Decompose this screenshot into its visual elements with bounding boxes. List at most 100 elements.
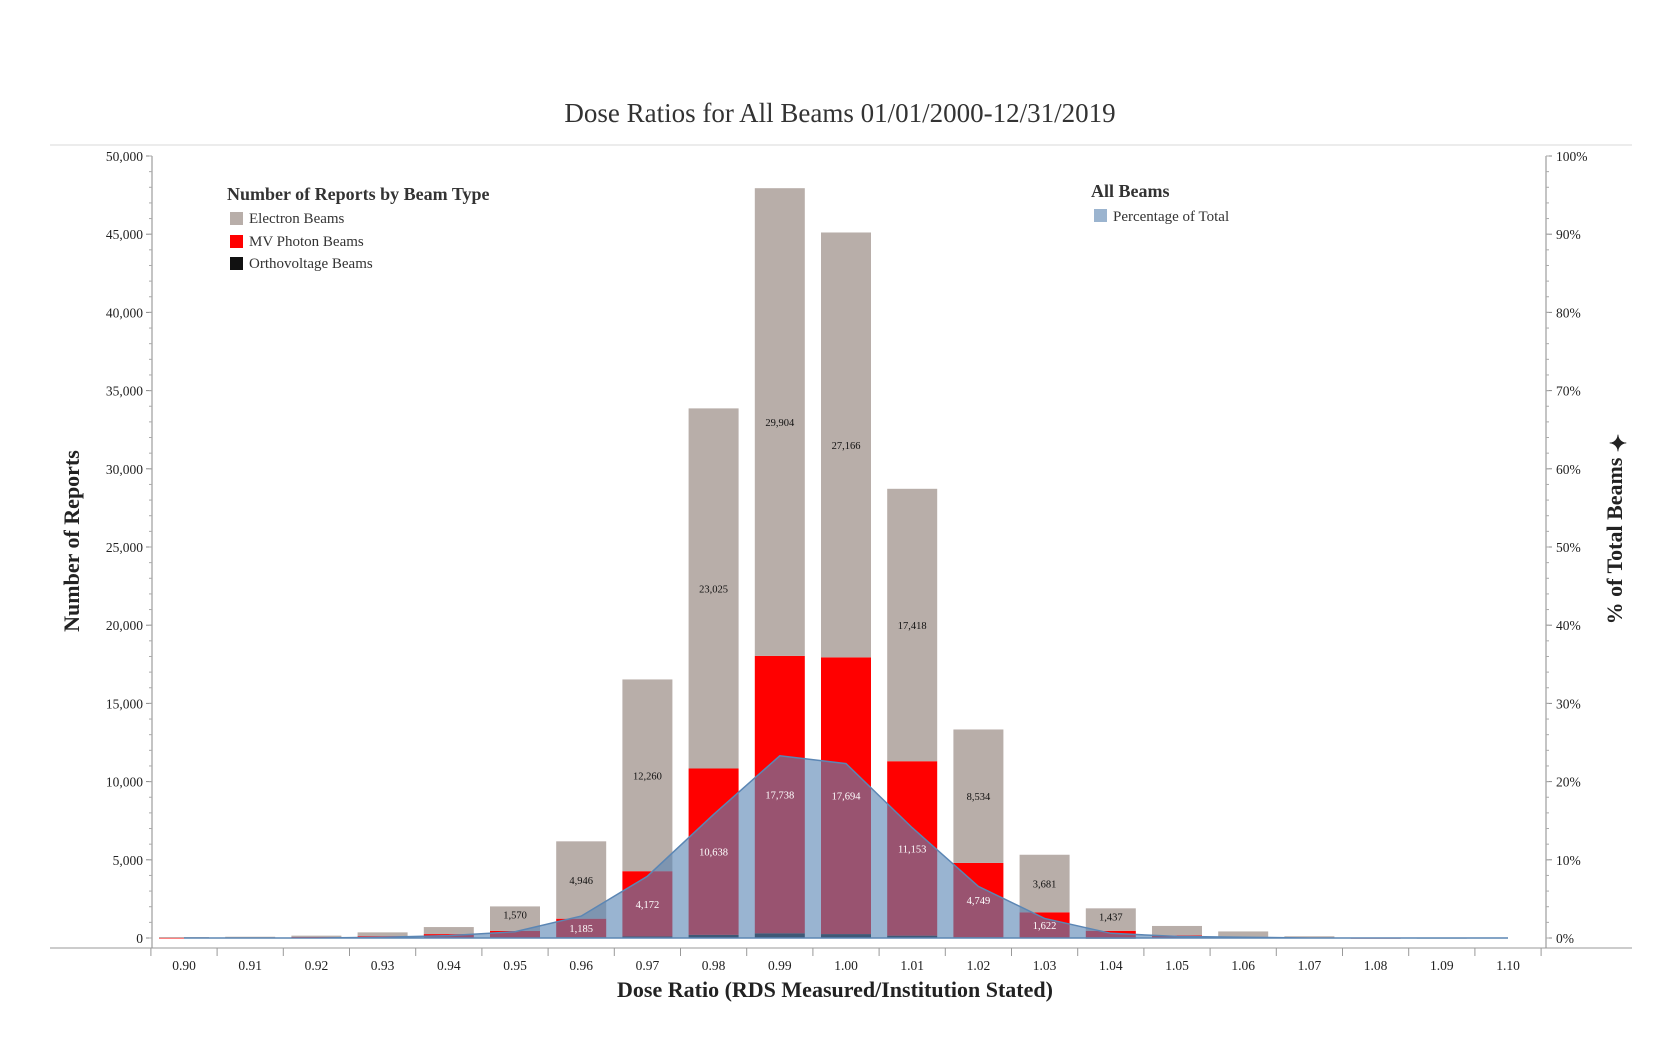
legend-swatch-electron [230, 212, 243, 225]
data-label-electron: 1,437 [1099, 912, 1123, 923]
legend-label-electron: Electron Beams [249, 211, 345, 227]
x-tick-label: 0.95 [503, 958, 527, 973]
data-label-mv-photon: 4,749 [967, 896, 991, 907]
y-tick-label: 25,000 [106, 540, 143, 555]
bar-segment-electron [357, 932, 408, 937]
y2-tick-label: 20% [1556, 775, 1581, 790]
bar-segment-electron [490, 906, 540, 931]
bar-segment-electron [1284, 936, 1335, 938]
pin-icon[interactable]: ✦ [1609, 431, 1627, 456]
x-tick-label: 1.10 [1496, 958, 1520, 973]
y-tick-label: 50,000 [106, 149, 143, 164]
legend-swatch-mv-photon [230, 235, 243, 248]
y2-tick-label: 70% [1556, 384, 1581, 399]
y2-tick-label: 100% [1556, 149, 1588, 164]
y2-tick-label: 0% [1556, 931, 1574, 946]
x-tick-label: 0.94 [437, 958, 461, 973]
legend-title: Number of Reports by Beam Type [227, 184, 490, 204]
data-label-electron: 12,260 [633, 771, 662, 782]
legend-all-beams: All Beams Percentage of Total [1091, 181, 1229, 225]
y2-tick-label: 90% [1556, 227, 1581, 242]
percentage-area [184, 755, 1508, 939]
bar-segment-electron [887, 488, 938, 762]
chart-title: Dose Ratios for All Beams 01/01/2000-12/… [564, 98, 1115, 128]
x-axis: 0.90 0.91 0.92 0.93 0.94 0.95 0.96 0.97 0.98 0.99… [50, 947, 1632, 973]
x-tick-label: 1.09 [1430, 958, 1454, 973]
percentage-overlay [184, 755, 1508, 939]
data-label-electron: 3,681 [1033, 880, 1057, 891]
bar-segment-electron [622, 679, 673, 872]
bar-segment-electron [821, 232, 871, 658]
legend-label-percentage: Percentage of Total [1113, 209, 1229, 225]
y-tick-label: 30,000 [106, 462, 143, 477]
data-label-electron: 1,570 [503, 910, 527, 921]
y-tick-label: 5,000 [113, 853, 144, 868]
x-tick-label: 0.97 [636, 958, 660, 973]
legend-label-mv-photon: MV Photon Beams [249, 234, 364, 250]
legend2-title: All Beams [1091, 181, 1170, 201]
x-tick-label: 1.07 [1298, 958, 1322, 973]
x-tick-label: 0.90 [172, 958, 196, 973]
x-tick-label: 1.01 [900, 958, 924, 973]
legend-label-orthovoltage: Orthovoltage Beams [249, 256, 373, 272]
x-tick-label: 1.03 [1033, 958, 1057, 973]
y2-tick-label: 40% [1556, 618, 1581, 633]
x-tick-label: 0.92 [305, 958, 329, 973]
x-tick-label: 1.02 [967, 958, 991, 973]
data-label-electron: 17,418 [898, 621, 927, 632]
y2-tick-label: 10% [1556, 853, 1581, 868]
legend-beam-type: Number of Reports by Beam Type Electron … [227, 184, 490, 272]
x-tick-label: 0.98 [702, 958, 726, 973]
bar-segment-electron [423, 927, 474, 935]
legend-swatch-percentage [1094, 209, 1107, 222]
data-label-electron: 27,166 [832, 441, 861, 452]
bar-segment-electron [291, 935, 342, 938]
y-tick-label: 10,000 [106, 775, 143, 790]
legend-swatch-orthovoltage [230, 257, 243, 270]
y2-tick-label: 30% [1556, 696, 1581, 711]
x-tick-label: 0.91 [238, 958, 262, 973]
bar-segment-electron [1085, 908, 1136, 931]
bar-segment-electron [688, 408, 739, 769]
y2-tick-label: 60% [1556, 462, 1581, 477]
left-axis: 50,000 45,000 40,000 35,000 30,000 25,000 20,0… [106, 149, 153, 948]
data-label-mv-photon: 1,185 [569, 924, 593, 935]
y-tick-label: 20,000 [106, 618, 143, 633]
y2-tick-label: 80% [1556, 305, 1581, 320]
y-tick-label: 0 [136, 931, 143, 946]
data-label-electron: 4,946 [569, 876, 593, 887]
y2-tick-label: 50% [1556, 540, 1581, 555]
y-tick-label: 40,000 [106, 305, 143, 320]
x-tick-label: 1.05 [1165, 958, 1189, 973]
bar-segment-electron [754, 188, 805, 656]
y-tick-label: 35,000 [106, 384, 143, 399]
data-label-electron: 8,534 [967, 792, 991, 803]
y-tick-label: 15,000 [106, 696, 143, 711]
bar-segment-electron [1218, 931, 1269, 937]
y-axis-title: Number of Reports [59, 450, 84, 632]
bar-segment-electron [225, 936, 276, 938]
x-tick-label: 1.06 [1231, 958, 1255, 973]
x-tick-label: 0.93 [371, 958, 395, 973]
data-label-mv-photon: 1,622 [1033, 921, 1057, 932]
data-label-mv-photon: 10,638 [699, 848, 728, 859]
y-tick-label: 45,000 [106, 227, 143, 242]
data-labels: 1,570 1,185 4,946 4,172 12,260 10,638 23,025 17… [503, 418, 1122, 935]
x-tick-label: 1.08 [1364, 958, 1388, 973]
x-tick-label: 0.99 [768, 958, 792, 973]
x-tick-label: 1.04 [1099, 958, 1123, 973]
data-label-electron: 23,025 [699, 584, 728, 595]
x-axis-title: Dose Ratio (RDS Measured/Institution Sta… [617, 977, 1053, 1002]
right-axis: 100% 90% 80% 70% 60% 50% 40% 30% 20% 10% 0% [1545, 149, 1588, 948]
x-tick-label: 0.96 [569, 958, 593, 973]
data-label-mv-photon: 11,153 [898, 844, 927, 855]
y2-axis-title: % of Total Beams [1602, 457, 1627, 624]
data-label-electron: 29,904 [765, 418, 795, 429]
data-label-mv-photon: 17,694 [832, 792, 862, 803]
bar-segment-electron [953, 729, 1004, 863]
x-tick-label: 1.00 [834, 958, 858, 973]
data-label-mv-photon: 4,172 [636, 900, 660, 911]
bar-segment-electron [1152, 925, 1202, 936]
data-label-mv-photon: 17,738 [765, 791, 794, 802]
